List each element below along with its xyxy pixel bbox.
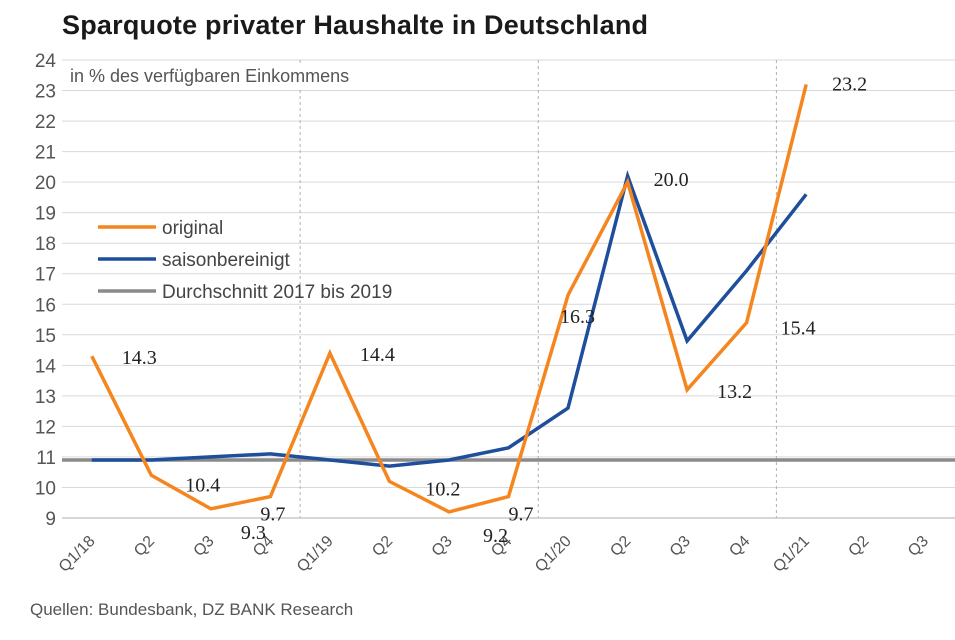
y-tick-label: 10 xyxy=(35,478,56,499)
legend-label: Durchschnitt 2017 bis 2019 xyxy=(162,282,392,303)
year-separators xyxy=(299,60,777,518)
legend-label: original xyxy=(162,218,223,239)
data-label: 16.3 xyxy=(560,306,595,328)
subtitle-box xyxy=(64,64,484,88)
series-original xyxy=(90,83,808,514)
data-label: 9.3 xyxy=(241,522,266,544)
y-tick-label: 21 xyxy=(35,143,56,164)
x-tick-label: Q3 xyxy=(905,533,932,560)
chart-title: Sparquote privater Haushalte in Deutschl… xyxy=(62,10,649,40)
y-tick-label: 18 xyxy=(35,234,56,255)
legend: original saisonbereinigt Durchschnitt 2017… xyxy=(98,218,392,303)
y-tick-label: 13 xyxy=(35,387,56,408)
y-tick-label: 17 xyxy=(35,265,56,286)
y-tick-label: 20 xyxy=(35,173,56,194)
data-label: 23.2 xyxy=(832,73,867,95)
y-tick-label: 16 xyxy=(35,295,56,316)
data-label: 14.3 xyxy=(122,347,157,369)
data-labels: 14.310.49.39.714.410.29.29.716.320.013.2… xyxy=(122,73,867,546)
y-tick-label: 14 xyxy=(35,356,57,377)
legend-label: saisonbereinigt xyxy=(162,250,291,271)
x-tick-label: Q2 xyxy=(369,533,396,560)
data-label: 14.4 xyxy=(360,344,395,366)
y-tick-label: 23 xyxy=(35,82,56,103)
y-tick-label: 9 xyxy=(45,509,56,530)
x-tick-label: Q3 xyxy=(191,533,218,560)
x-tick-label: Q1/18 xyxy=(56,533,99,576)
data-label: 10.2 xyxy=(425,478,460,500)
data-label: 20.0 xyxy=(654,169,689,191)
x-tick-label: Q2 xyxy=(131,533,158,560)
y-tick-label: 24 xyxy=(35,51,57,72)
data-label: 15.4 xyxy=(781,318,816,340)
series-saisonbereinigt xyxy=(91,170,808,468)
data-label: 9.2 xyxy=(483,525,508,547)
x-tick-label: Q1/19 xyxy=(294,533,337,576)
line-chart: 9 10 11 12 13 14 15 16 17 18 19 20 21 22 23 24 Q1/18 Q2 Q… xyxy=(35,51,955,576)
data-label: 10.4 xyxy=(185,474,220,496)
x-tick-label: Q1/21 xyxy=(770,533,813,576)
data-label: 13.2 xyxy=(717,381,752,403)
y-tick-label: 22 xyxy=(35,112,56,133)
data-label: 9.7 xyxy=(260,504,285,526)
x-tick-label: Q2 xyxy=(607,533,634,560)
y-tick-label: 19 xyxy=(35,204,56,225)
data-label: 9.7 xyxy=(509,504,534,526)
y-tick-label: 11 xyxy=(36,448,56,469)
y-axis: 9 10 11 12 13 14 15 16 17 18 19 20 21 22 23 24 xyxy=(35,51,57,530)
x-tick-label: Q3 xyxy=(667,533,694,560)
source-note: Quellen: Bundesbank, DZ BANK Research xyxy=(30,600,354,619)
x-tick-label: Q1/20 xyxy=(532,533,575,576)
x-tick-label: Q4 xyxy=(726,533,753,560)
x-tick-label: Q3 xyxy=(429,533,456,560)
y-tick-label: 15 xyxy=(35,326,56,347)
chart-subtitle: in % des verfügbaren Einkommens xyxy=(70,66,349,86)
y-tick-label: 12 xyxy=(35,417,56,438)
series-lines xyxy=(62,83,955,514)
x-tick-label: Q2 xyxy=(845,533,872,560)
